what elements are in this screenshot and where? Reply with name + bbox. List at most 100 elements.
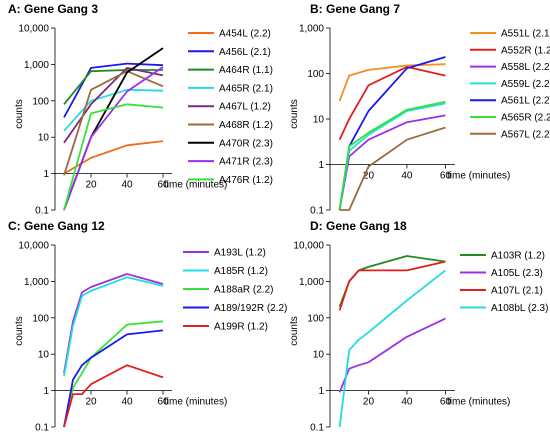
series-line-4 [338,269,446,428]
chart-panel-2: B: Gene Gang 7 0.1 1 10 100 1,000 counts 20 40 60… [289,2,550,217]
y-tick-label: 0.1 [310,206,324,217]
legend-label: A105L (2.3) [491,268,543,279]
legend-label: A552R (1.2) [501,45,550,56]
y-tick-label: 100 [307,69,324,80]
series-line-1 [338,255,446,308]
series-line-3 [63,69,163,105]
y-tick-label: 10,000 [18,241,49,252]
y-tick-label: 1,000 [299,24,324,35]
series-line-4 [63,88,164,132]
y-tick-label: 0.1 [35,206,49,217]
series-line-5 [338,56,446,211]
chart-panel-4: D: Gene Gang 18 0.1 1 10 100 1,000 10,000 count… [289,219,548,432]
y-tick-label: 10,000 [18,24,49,35]
legend: A551L (2.1) A552R (1.2) A558L (2.2) A559L (… [470,29,550,140]
y-tick-label: 10 [313,115,325,126]
x-tick-label: 60 [440,397,452,408]
chart-title: A: Gene Gang 3 [8,2,98,16]
x-tick-label: 20 [85,180,97,191]
legend-label: A551L (2.1) [501,29,550,40]
series-line-1 [338,63,446,102]
chart-title: D: Gene Gang 18 [310,219,407,233]
y-tick-label: 1,000 [24,60,49,71]
legend-label: A108bL (2.3) [491,303,548,314]
legend-label: A467L (1.2) [219,102,271,113]
legend-label: A470R (2.3) [219,138,273,149]
y-axis-label: counts [289,316,300,345]
legend-label: A456L (2.1) [219,47,271,58]
legend-label: A107L (2.1) [491,286,543,297]
chart-panel-3: C: Gene Gang 12 0.1 1 10 100 1,000 10,000 count… [8,219,287,432]
series-line-4 [63,329,164,428]
legend-label: A468R (1.2) [219,120,273,131]
y-tick-label: 1 [318,386,324,397]
legend-label: A185R (1.2) [214,266,268,277]
y-tick-label: 1 [318,160,324,171]
legend: A193L (1.2) A185R (1.2) A188aR (2.2) A189/1… [183,248,287,333]
series-line-1 [63,273,164,374]
series-line-6 [338,100,446,211]
x-tick-label: 60 [157,180,169,191]
legend-label: A199R (1.2) [214,322,268,333]
x-axis-label: time (minutes) [164,180,227,191]
y-axis-label: counts [14,99,25,128]
series-line-3 [338,260,446,311]
y-tick-label: 100 [32,313,49,324]
series-line-2 [63,62,164,118]
y-tick-label: 10,000 [293,241,324,252]
y-tick-label: 1 [43,386,49,397]
y-tick-label: 100 [32,96,49,107]
x-tick-label: 20 [363,397,375,408]
chart-title: C: Gene Gang 12 [8,219,105,233]
chart-panel-1: A: Gene Gang 3 0.1 1 10 100 1,000 10,000 counts… [8,2,273,217]
legend-label: A476R (1.2) [219,175,273,186]
y-tick-label: 10 [38,350,50,361]
legend-label: A465R (2.1) [219,83,273,94]
legend-label: A188aR (2.2) [214,285,273,296]
series-line-5 [63,67,164,144]
series-line-8 [63,66,164,211]
legend-label: A561L (2.2) [501,96,550,107]
series-line-2 [63,276,164,377]
x-tick-label: 40 [121,180,133,191]
x-axis-label: time (minutes) [164,397,227,408]
legend-label: A559L (2.2) [501,79,550,90]
y-tick-label: 1,000 [299,277,324,288]
x-tick-label: 20 [363,171,375,182]
legend: A103R (1.2) A105L (2.3) A107L (2.1) A108bL … [460,251,548,314]
legend-label: A103R (1.2) [491,251,545,262]
series-line-9 [63,103,164,211]
y-axis-label: counts [289,99,300,128]
y-tick-label: 10 [313,350,325,361]
y-axis-label: counts [14,316,25,345]
legend-label: A193L (1.2) [214,248,266,259]
legend-label: A464R (1.1) [219,65,273,76]
series-line-3 [63,320,164,428]
legend-label: A454L (2.2) [219,29,271,40]
legend-label: A471R (2.3) [219,157,273,168]
y-tick-label: 10 [38,133,50,144]
x-tick-label: 60 [440,171,452,182]
x-tick-label: 40 [401,397,413,408]
legend-label: A558L (2.2) [501,62,550,73]
series-line-7 [339,126,446,211]
y-tick-label: 1,000 [24,277,49,288]
series-line-1 [63,140,164,175]
y-tick-label: 100 [307,313,324,324]
series-line-5 [63,364,164,428]
y-tick-label: 0.1 [310,423,324,432]
y-tick-label: 1 [43,169,49,180]
legend: A454L (2.2) A456L (2.1) A464R (1.1) A465R (… [188,29,273,186]
series-line-2 [338,66,446,141]
legend-label: A567L (2.2) [501,129,550,140]
x-tick-label: 40 [401,171,413,182]
legend-label: A189/192R (2.2) [214,303,287,314]
series-line-2 [338,317,446,393]
x-tick-label: 60 [157,397,169,408]
x-tick-label: 40 [121,397,133,408]
y-tick-label: 0.1 [35,423,49,432]
x-tick-label: 20 [85,397,97,408]
x-axis-label: time (minutes) [447,397,510,408]
chart-title: B: Gene Gang 7 [310,2,400,16]
